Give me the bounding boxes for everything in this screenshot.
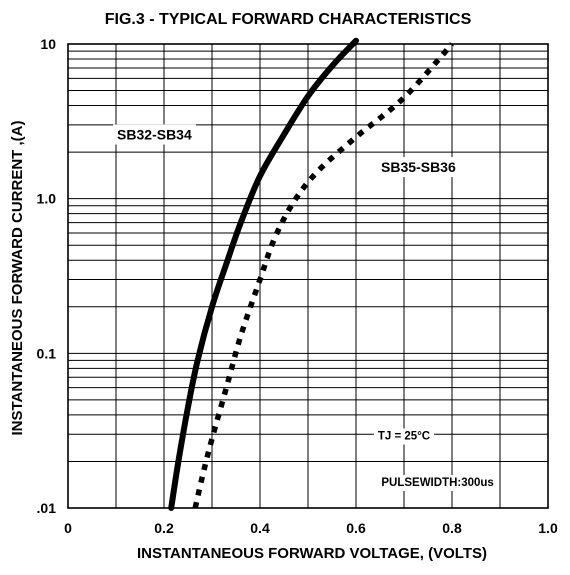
y-tick-label: .01 bbox=[37, 500, 57, 516]
x-tick-labels: 0 0.2 0.4 0.6 0.8 1.0 bbox=[64, 520, 558, 536]
y-tick-labels: .01 0.1 1.0 10 bbox=[37, 36, 57, 516]
annotation-backing bbox=[377, 157, 460, 178]
annotation-label: SB32-SB34 bbox=[117, 126, 192, 142]
y-axis-label: INSTANTANEOUS FORWARD CURRENT ,(A) bbox=[9, 121, 26, 436]
x-axis-label: INSTANTANEOUS FORWARD VOLTAGE, (VOLTS) bbox=[137, 545, 487, 562]
annotation-label: TJ = 25°C bbox=[378, 430, 430, 442]
x-tick-label: 0.2 bbox=[154, 520, 174, 536]
annotation-label: SB35-SB36 bbox=[381, 159, 456, 175]
annotation-backing bbox=[113, 124, 196, 145]
plot-frame bbox=[67, 43, 549, 509]
chart-title: FIG.3 - TYPICAL FORWARD CHARACTERISTICS bbox=[105, 11, 472, 28]
x-tick-label: 0.8 bbox=[442, 520, 462, 536]
x-tick-label: 0.6 bbox=[346, 520, 366, 536]
plot-grid bbox=[67, 43, 549, 509]
x-tick-label: 0 bbox=[64, 520, 72, 536]
x-tick-label: 1.0 bbox=[538, 520, 558, 536]
annotation-label: PULSEWIDTH:300us bbox=[381, 477, 493, 489]
data-series bbox=[168, 37, 455, 511]
series-curve-1 bbox=[168, 37, 359, 511]
series-curve-2 bbox=[192, 42, 455, 509]
annotation-backing bbox=[373, 428, 435, 445]
y-tick-label: 1.0 bbox=[37, 191, 57, 207]
y-tick-label: 0.1 bbox=[37, 345, 57, 361]
annotations: SB32-SB34 SB35-SB36 TJ = 25°C PULSEWIDTH:30… bbox=[113, 124, 498, 492]
y-tick-label: 10 bbox=[40, 36, 56, 52]
annotation-backing bbox=[377, 475, 498, 492]
x-tick-label: 0.4 bbox=[250, 520, 270, 536]
